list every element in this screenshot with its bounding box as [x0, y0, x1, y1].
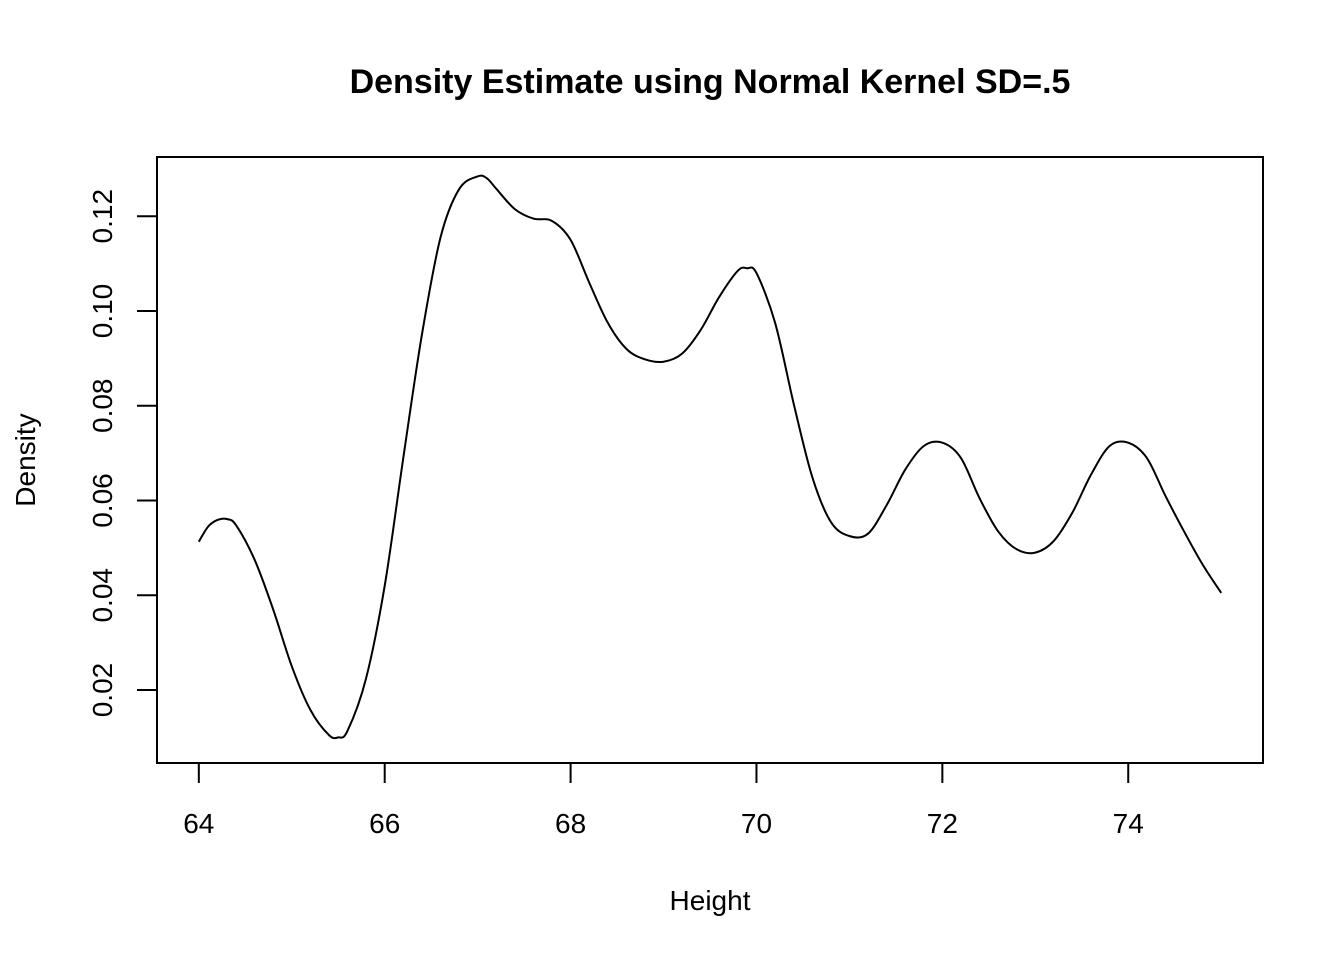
density-curve — [197, 174, 1223, 740]
y-axis: 0.02 0.04 0.06 0.08 0.10 0.12 — [87, 189, 158, 718]
y-axis-label: Density — [10, 413, 41, 506]
plot-frame — [156, 156, 1264, 764]
x-axis: 64 66 68 70 72 74 — [183, 762, 1144, 839]
x-tick-label: 68 — [555, 808, 586, 839]
x-tick-label: 74 — [1113, 808, 1144, 839]
x-tick-label: 66 — [369, 808, 400, 839]
x-tick-label: 72 — [927, 808, 958, 839]
y-tick-label: 0.02 — [87, 663, 118, 718]
x-tick-label: 64 — [183, 808, 214, 839]
x-tick-label: 70 — [741, 808, 772, 839]
y-tick-label: 0.12 — [87, 189, 118, 244]
y-tick-label: 0.08 — [87, 378, 118, 433]
x-axis-label: Height — [670, 885, 751, 916]
chart-title: Density Estimate using Normal Kernel SD=… — [350, 63, 1071, 101]
y-tick-label: 0.04 — [87, 568, 118, 623]
y-tick-label: 0.10 — [87, 284, 118, 339]
y-tick-label: 0.06 — [87, 473, 118, 528]
